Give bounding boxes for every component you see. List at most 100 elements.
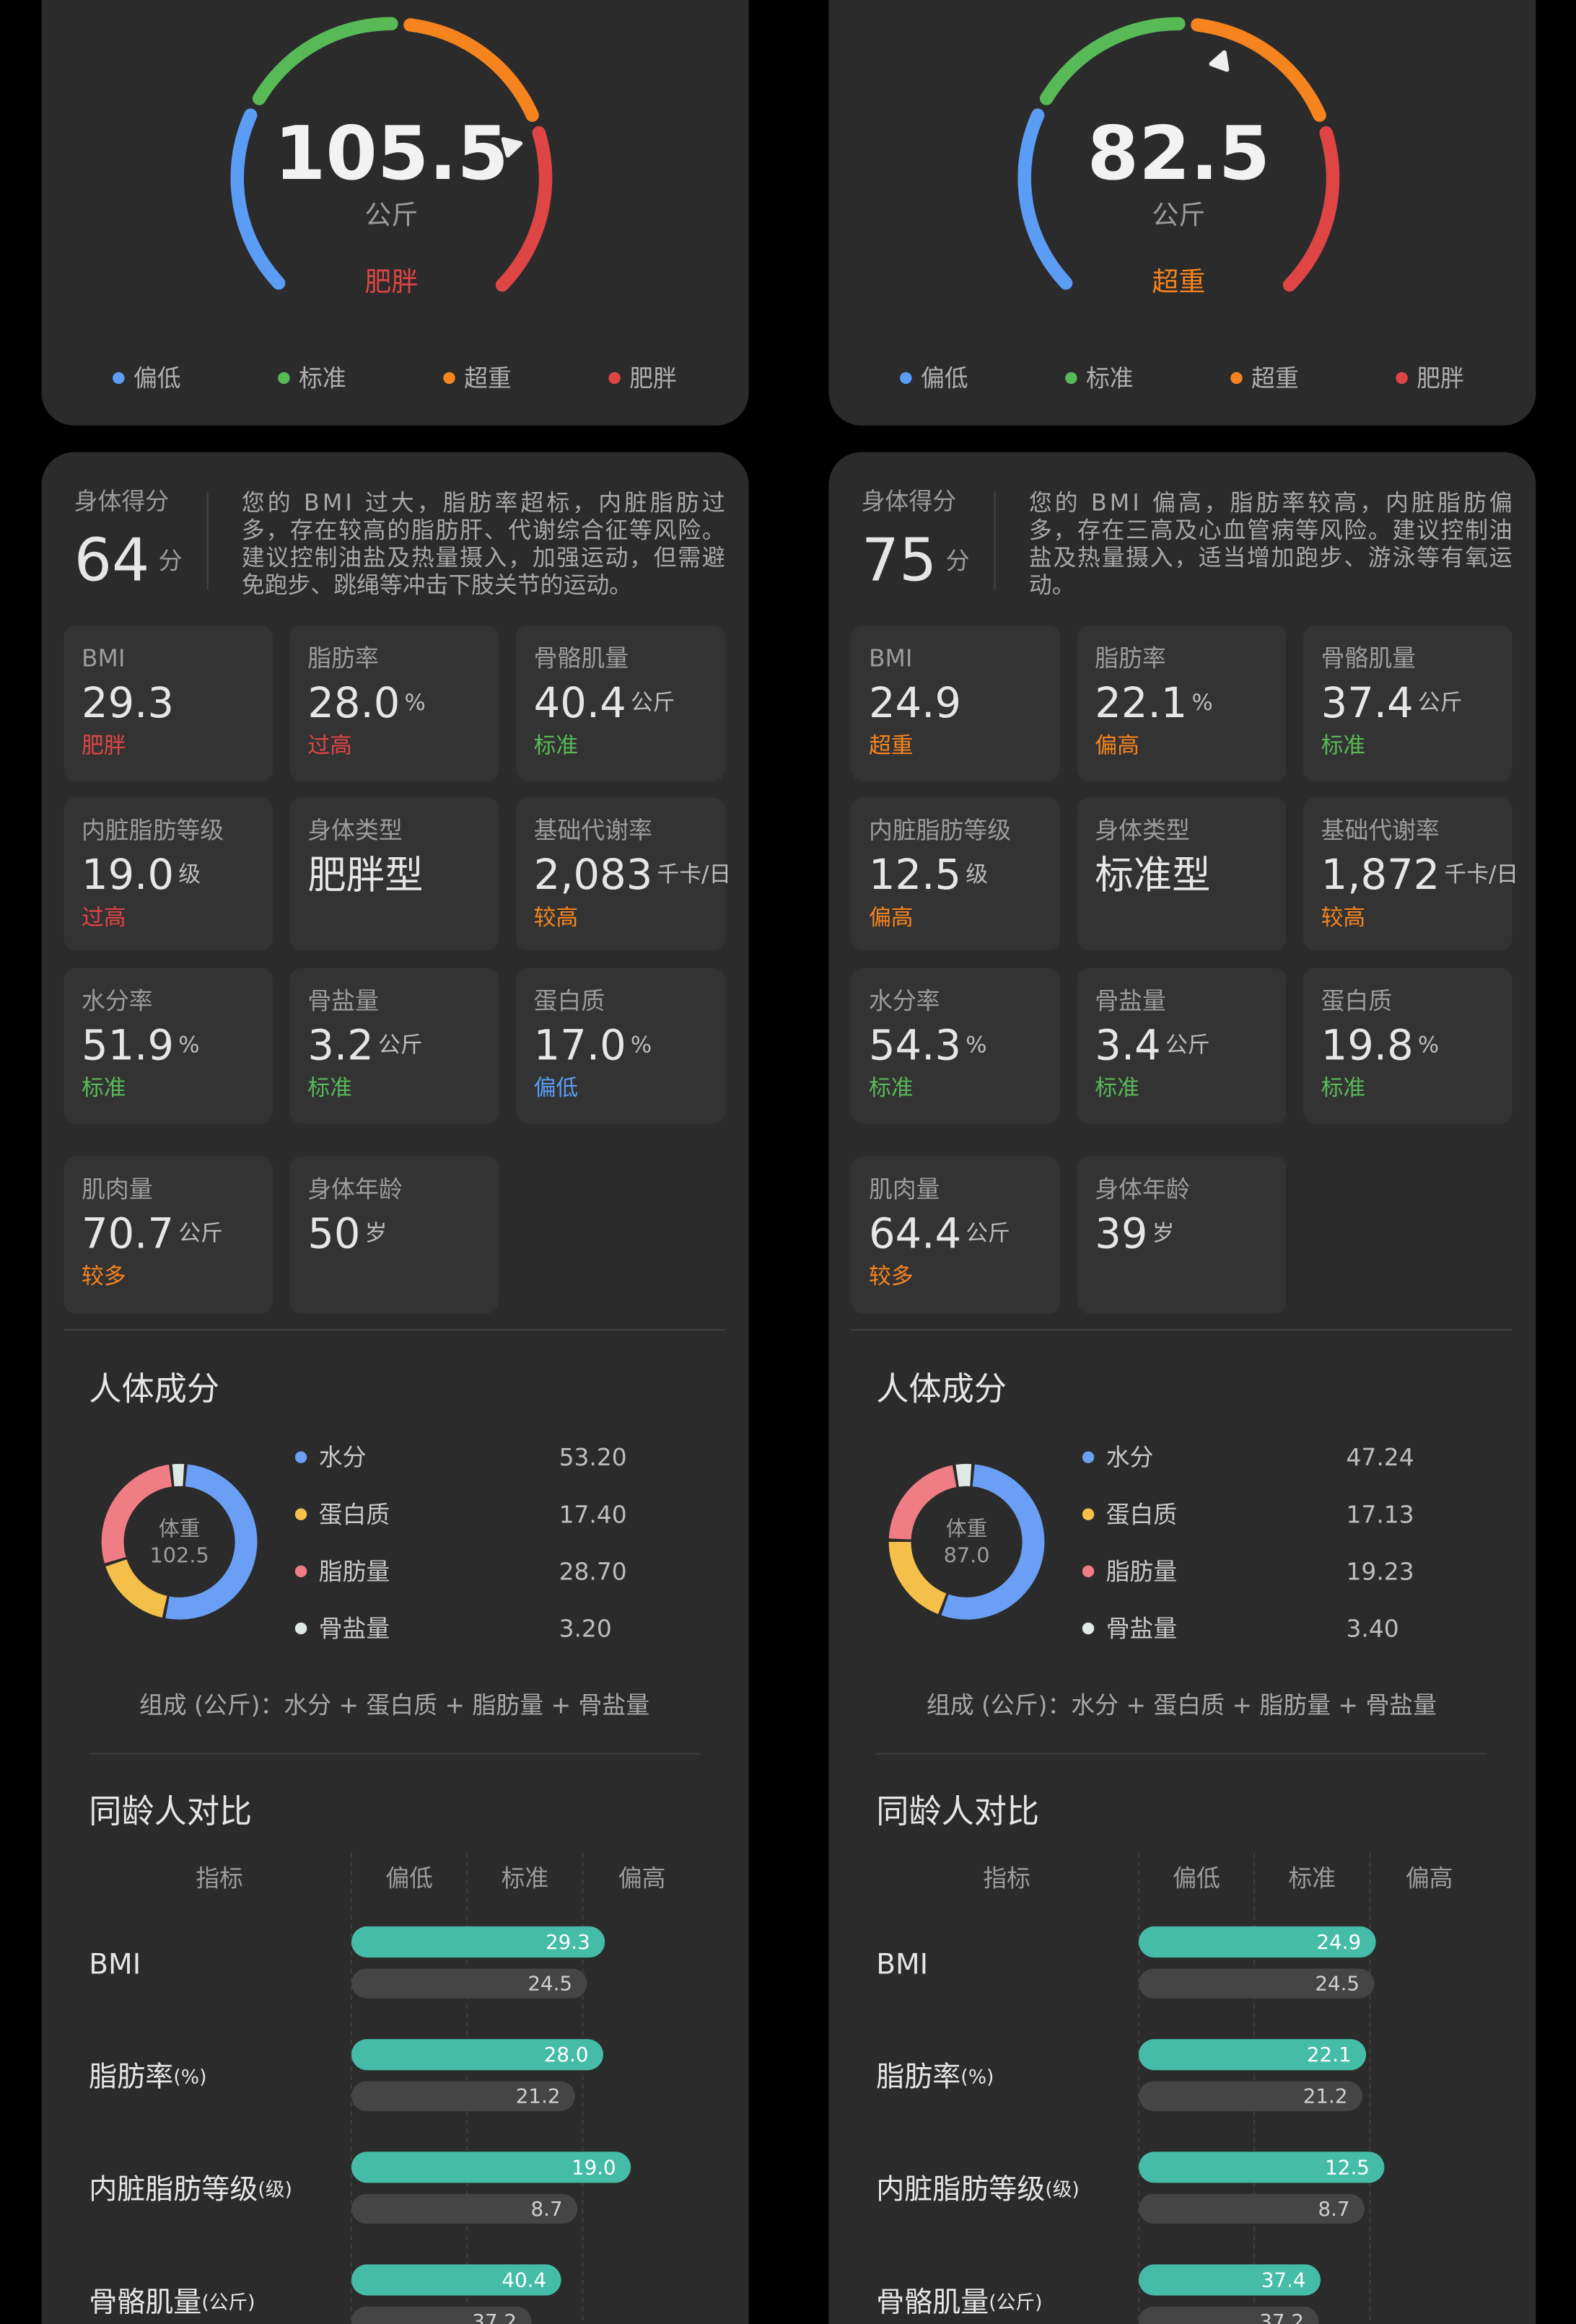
metric-status: 较高: [534, 905, 579, 931]
gauge-card: [828, 0, 1536, 426]
metric-unit: 公斤: [1165, 1032, 1210, 1058]
metric: 39 岁: [1095, 1209, 1174, 1258]
weight-value: 105.5: [274, 111, 509, 197]
score-label: 身体得分: [862, 487, 956, 515]
bar-value: 21.2: [1303, 2084, 1348, 2108]
row-label: 骨骼肌量(公斤): [89, 2286, 255, 2318]
legend-label: 标准: [1086, 364, 1134, 392]
metric: 50 岁: [307, 1209, 387, 1258]
metric: 28.0%: [307, 678, 425, 727]
row-unit: (%): [173, 2066, 206, 2088]
metric-value: 29.3: [82, 678, 174, 727]
bar-value: 21.2: [516, 2084, 561, 2108]
metric-status: 标准: [1321, 1075, 1366, 1101]
metric-status: 标准: [82, 1075, 126, 1101]
metric-value: 3.4: [1095, 1021, 1160, 1069]
metric: 64.4 公斤: [869, 1209, 1010, 1258]
metric-unit: 公斤: [378, 1032, 423, 1058]
component-value: 3.40: [1347, 1614, 1399, 1642]
section-title: 同龄人对比: [89, 1792, 252, 1830]
metric-label: 脂肪率: [307, 644, 379, 672]
metric: 29.3: [82, 678, 174, 727]
metric-unit: %: [1192, 690, 1213, 716]
gauge-arc: [1039, 17, 1186, 105]
metric-value: 54.3: [869, 1021, 961, 1069]
metric-unit: 公斤: [178, 1220, 223, 1246]
row-unit: (级): [1045, 2178, 1080, 2201]
row-label: 脂肪率(%): [876, 2061, 994, 2093]
metric: 3.4 公斤: [1095, 1021, 1209, 1069]
bar-value: 29.3: [546, 1930, 590, 1954]
metric-status: 标准: [307, 1075, 352, 1101]
legend-dot: [1396, 372, 1408, 385]
metric-tile: [1077, 797, 1287, 951]
score-description: 盐及热量摄入，适当增加跑步、游泳等有氧运: [1029, 544, 1512, 571]
metric-label: 肌肉量: [82, 1175, 153, 1203]
composition-formula: 组成 (公斤)：水分 + 蛋白质 + 脂肪量 + 骨盐量: [927, 1691, 1437, 1719]
gauge-arc: [1191, 18, 1326, 122]
metric: 肥胖型: [307, 852, 423, 898]
metric-tile: [515, 797, 725, 951]
column-header: 标准: [1288, 1864, 1336, 1893]
metric-tile: [64, 797, 273, 951]
component-name: 骨盐量: [319, 1614, 390, 1642]
user-bar: [351, 1926, 605, 1958]
metric-label: 骨骼肌量: [1321, 644, 1416, 672]
weight-unit: 公斤: [364, 199, 418, 230]
metric: 12.5 级: [869, 851, 988, 899]
score-description: 您的 BMI 过大，脂肪率超标，内脏脂肪过: [242, 489, 725, 517]
metric-status: 标准: [1095, 1075, 1139, 1101]
metric-tile: [289, 1156, 499, 1314]
metric-label: 内脏脂肪等级: [82, 816, 224, 844]
column-header: 标准: [501, 1864, 548, 1893]
metric-label: 内脏脂肪等级: [869, 816, 1011, 844]
row-label: 骨骼肌量(公斤): [876, 2286, 1042, 2318]
metric: 标准型: [1095, 852, 1210, 898]
legend-dot: [1082, 1622, 1095, 1635]
metric-value: 37.4: [1321, 678, 1414, 727]
bar-value: 37.2: [1259, 2310, 1304, 2324]
bar-value: 24.5: [1315, 1972, 1360, 1996]
metric: 24.9: [869, 678, 961, 727]
metric-status: 过高: [82, 905, 126, 931]
average-bar: [1138, 2081, 1363, 2111]
average-bar: [351, 2193, 578, 2224]
metric-tile: [851, 626, 1061, 781]
metric-label: 骨盐量: [307, 986, 379, 1014]
metric-tile: [851, 797, 1061, 951]
column-header: 指标: [983, 1864, 1030, 1893]
metric-label: 身体类型: [307, 816, 402, 844]
bar-value: 12.5: [1325, 2155, 1370, 2179]
donut-center-label: 体重: [159, 1516, 201, 1540]
score-description: 您的 BMI 偏高，脂肪率较高，内脏脂肪偏: [1029, 489, 1512, 517]
bar-value: 28.0: [544, 2043, 589, 2066]
gauge-arc: [230, 108, 286, 290]
metric-value: 40.4: [534, 678, 626, 727]
donut-segment: [165, 1464, 258, 1620]
legend-dot: [608, 372, 621, 385]
bar-value: 37.4: [1261, 2268, 1306, 2292]
user-bar: [351, 2039, 604, 2071]
metric-tile: [851, 968, 1061, 1124]
metric-label: 身体年龄: [307, 1175, 402, 1203]
metric-value: 19.8: [1321, 1021, 1414, 1069]
score-description: 动。: [1029, 571, 1075, 599]
bar-value: 8.7: [531, 2197, 563, 2221]
component-value: 19.23: [1347, 1557, 1414, 1585]
gauge-arc: [1017, 108, 1073, 290]
metric: 22.1%: [1095, 678, 1212, 727]
component-name: 骨盐量: [1106, 1614, 1178, 1642]
component-value: 17.13: [1347, 1500, 1414, 1528]
column-header: 偏高: [618, 1864, 666, 1893]
weight-status: 肥胖: [364, 266, 418, 297]
metric-status: 较多: [82, 1263, 126, 1289]
row-name: 骨骼肌量: [89, 2286, 201, 2318]
row-label: 内脏脂肪等级(级): [876, 2173, 1080, 2206]
donut-center-value: 102.5: [149, 1543, 209, 1567]
metric-status: 偏低: [534, 1075, 579, 1101]
metric: 19.0 级: [82, 851, 201, 899]
gauge-arc: [253, 17, 398, 105]
average-bar: [1138, 2193, 1365, 2224]
score-description: 免跑步、跳绳等冲击下肢关节的运动。: [242, 571, 632, 599]
metric-value: 70.7: [82, 1209, 174, 1258]
